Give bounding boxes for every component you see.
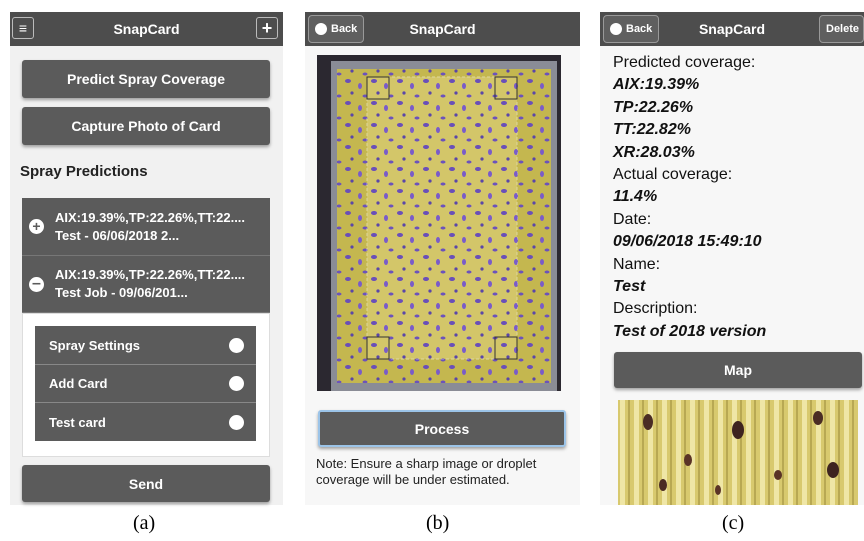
- back-button[interactable]: Back: [603, 15, 660, 43]
- chevron: [229, 376, 244, 391]
- back-icon: [315, 23, 327, 35]
- prediction-item[interactable]: – AIX:19.39%,TP:22.26%,TT:22.... Test Jo…: [22, 256, 270, 313]
- caption: (b): [426, 512, 450, 534]
- card-closeup: [618, 400, 858, 505]
- capture-button[interactable]: Capture Photo of Card: [22, 107, 270, 145]
- menu-label: Test card: [49, 414, 106, 430]
- detail-value: TT:22.82%: [613, 121, 691, 139]
- note: Note: Ensure a sharp image or droplet co…: [316, 456, 537, 487]
- detail-label: Actual coverage:: [613, 166, 733, 183]
- caption: (a): [133, 512, 156, 534]
- menu-item[interactable]: Test card: [35, 403, 256, 441]
- detail-value: AIX:19.39%: [613, 76, 700, 94]
- header-title: SnapCard: [409, 21, 476, 37]
- detail-label: Description:: [613, 300, 698, 318]
- menu-label: Spray Settings: [49, 337, 141, 353]
- header-title: SnapCard: [113, 21, 180, 37]
- detail-value: 11.4%: [613, 188, 658, 206]
- detail-value: 09/06/2018 15:49:10: [613, 233, 762, 251]
- menu-item[interactable]: Spray Settings: [35, 326, 256, 365]
- prediction-line2: Test - 06/06/2018 2...: [55, 228, 180, 243]
- menu-item[interactable]: Add Card: [35, 365, 256, 403]
- chevron: [229, 414, 244, 430]
- detail-value: Test of 2018 version: [613, 322, 767, 340]
- section-title: Spray Predictions: [20, 163, 148, 180]
- detail-value: Test: [613, 278, 646, 295]
- prediction-line1: AIX:19.39%,TP:22.26%,TT:22....: [55, 267, 246, 282]
- expand-icon: +: [29, 219, 44, 234]
- add-button[interactable]: +: [256, 17, 278, 39]
- back-button[interactable]: Back: [308, 15, 365, 43]
- detail-value: XR:28.03%: [613, 143, 695, 161]
- map-button[interactable]: Map: [614, 352, 862, 388]
- prediction-line2: Test Job - 09/06/201...: [55, 285, 188, 300]
- delete-label: Delete: [826, 23, 860, 35]
- detail-value: TP:22.26%: [613, 98, 694, 116]
- delete-button[interactable]: Delete: [819, 15, 864, 43]
- menu-button[interactable]: ≡: [12, 17, 34, 39]
- menu-label: Add Card: [49, 376, 108, 391]
- detail-label: Predicted coverage:: [613, 54, 756, 71]
- back-icon: [610, 23, 622, 35]
- collapse-icon: –: [29, 276, 44, 292]
- back-label: Back: [626, 23, 653, 35]
- detail-label: Date:: [613, 210, 652, 228]
- header-title: SnapCard: [698, 21, 766, 37]
- process-button[interactable]: Process: [318, 410, 566, 447]
- header: SnapCard: [10, 12, 283, 46]
- back-label: Back: [331, 23, 358, 35]
- predict-button[interactable]: Predict Spray Coverage: [22, 60, 270, 98]
- prediction-item[interactable]: + AIX:19.39%,TP:22.26%,TT:22.... Test - …: [22, 198, 270, 256]
- detail-label: Name:: [613, 255, 661, 273]
- chevron: [229, 337, 244, 353]
- caption: (c): [722, 512, 745, 534]
- card-photo: [317, 55, 561, 391]
- prediction-line1: AIX:19.39%,TP:22.26%,TT:22....: [55, 210, 246, 225]
- send-button[interactable]: Send: [22, 465, 270, 502]
